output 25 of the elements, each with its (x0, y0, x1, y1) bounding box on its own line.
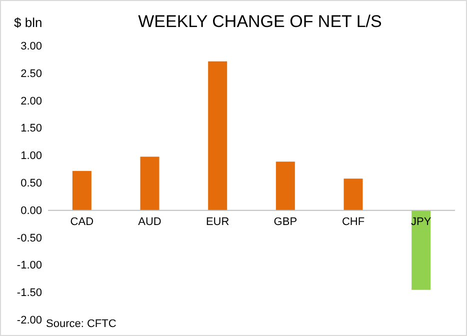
x-tick-label: CHF (342, 216, 365, 228)
bar (140, 156, 160, 210)
y-tick-label: 2.50 (20, 68, 42, 80)
bar (344, 178, 363, 210)
bar (412, 210, 431, 290)
bar (208, 61, 228, 210)
x-tick-label: AUD (138, 216, 162, 228)
bar (276, 162, 295, 210)
y-tick-label: -1.50 (16, 287, 42, 300)
y-tick-label: 1.00 (20, 150, 42, 162)
chart-title: WEEKLY CHANGE OF NET L/S (138, 12, 382, 31)
annotation: Source: CFTC (46, 318, 116, 330)
y-tick-label: -0.50 (16, 232, 42, 244)
y-tick-label: -2.00 (16, 314, 42, 327)
y-tick-label: 0.50 (20, 178, 42, 190)
x-tick-label: EUR (206, 216, 230, 228)
y-tick-label: 1.50 (20, 122, 42, 135)
y-axis-title: $ bln (14, 15, 42, 30)
x-tick-label: GBP (274, 216, 298, 228)
y-tick-label: 0.00 (20, 204, 42, 217)
y-tick-label: 2.00 (20, 95, 42, 108)
bar (72, 170, 92, 210)
y-tick-label: -1.00 (16, 260, 42, 272)
x-tick-label: CAD (70, 216, 94, 228)
y-tick-label: 3.00 (20, 40, 42, 53)
